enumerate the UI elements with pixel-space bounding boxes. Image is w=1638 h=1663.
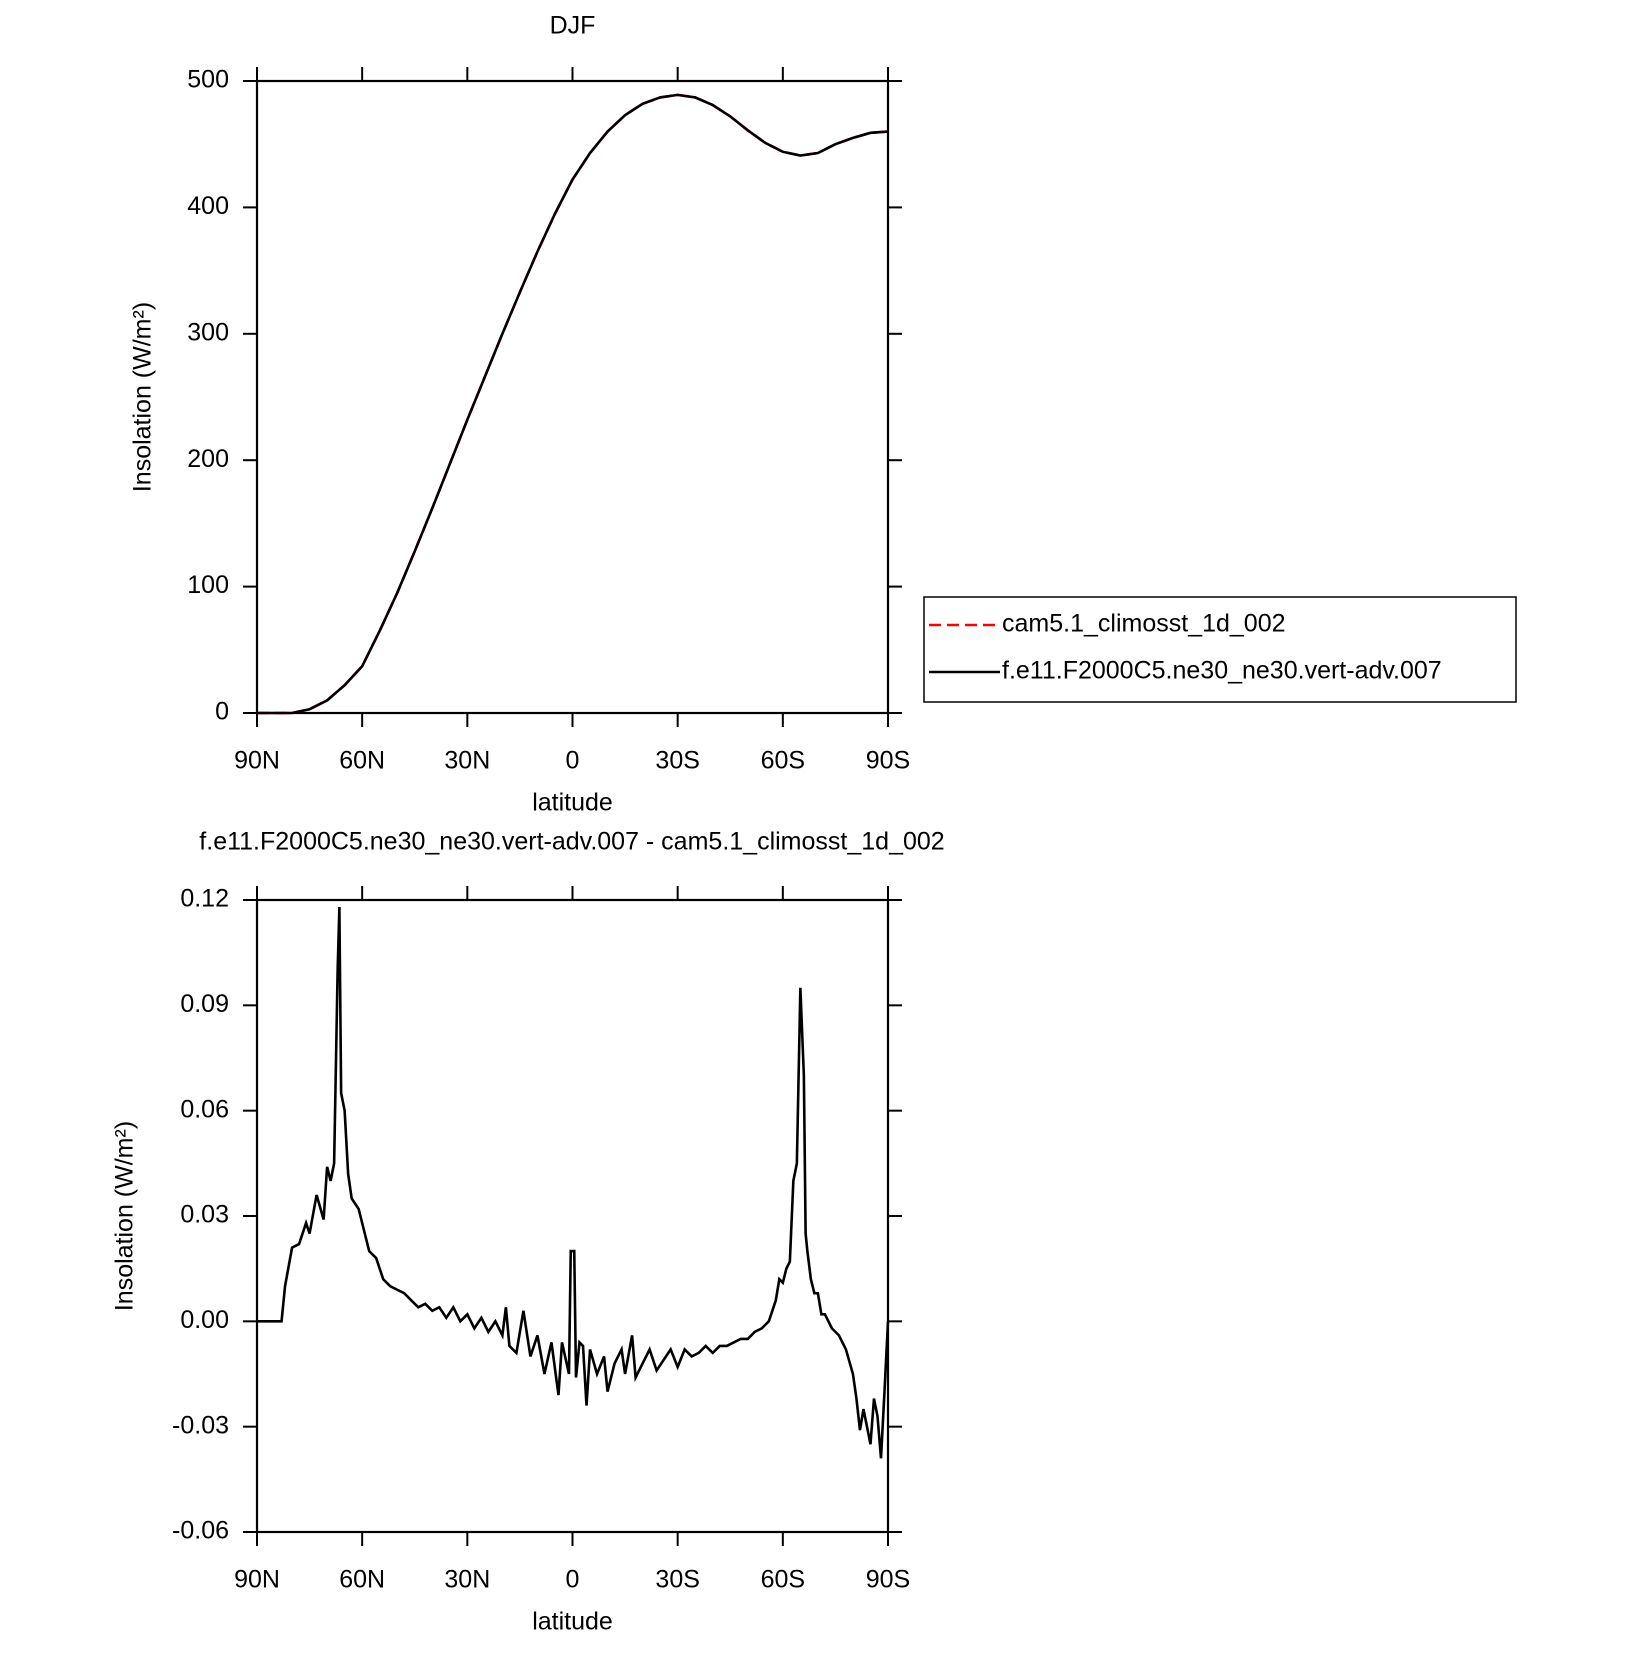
legend-label: cam5.1_climosst_1d_002: [1002, 610, 1286, 638]
chart-title: DJF: [550, 12, 596, 40]
x-tick-label: 0: [566, 1566, 580, 1594]
y-tick-label: 300: [187, 318, 229, 346]
x-tick-label: 60S: [761, 1566, 805, 1594]
data-line: [257, 93, 889, 715]
x-tick-label: 30N: [444, 1566, 490, 1594]
y-tick-label: -0.03: [172, 1411, 229, 1439]
data-line: [257, 906, 890, 1459]
x-tick-label: 90S: [866, 747, 910, 775]
x-tick-label: 0: [566, 747, 580, 775]
x-tick-label: 90N: [234, 1566, 280, 1594]
chart-title: f.e11.F2000C5.ne30_ne30.vert-adv.007 - c…: [199, 828, 944, 856]
x-tick-label: 90N: [234, 747, 280, 775]
x-tick-label: 60N: [339, 1566, 385, 1594]
y-tick-label: 0.03: [180, 1201, 229, 1229]
x-axis-label: latitude: [532, 789, 613, 817]
y-tick-label: 400: [187, 192, 229, 220]
x-tick-label: 30S: [655, 747, 699, 775]
y-tick-label: -0.06: [172, 1517, 229, 1545]
x-tick-label: 60N: [339, 747, 385, 775]
y-tick-label: 0.12: [180, 885, 229, 913]
y-tick-label: 0.09: [180, 990, 229, 1018]
x-tick-label: 90S: [866, 1566, 910, 1594]
plot-frame: [255, 898, 890, 1534]
y-tick-label: 200: [187, 445, 229, 473]
y-tick-label: 100: [187, 571, 229, 599]
x-tick-label: 30S: [655, 1566, 699, 1594]
y-tick-label: 0.06: [180, 1095, 229, 1123]
legend-box: [923, 596, 1517, 703]
y-axis-label: Insolation (W/m²): [111, 1121, 139, 1311]
y-tick-label: 0.00: [180, 1306, 229, 1334]
data-line: [257, 93, 889, 715]
y-tick-label: 500: [187, 66, 229, 94]
y-tick-label: 0: [215, 698, 229, 726]
legend-label: f.e11.F2000C5.ne30_ne30.vert-adv.007: [1002, 657, 1442, 685]
x-tick-label: 60S: [761, 747, 805, 775]
plot-frame: [255, 79, 890, 715]
y-axis-label: Insolation (W/m²): [129, 302, 157, 492]
x-tick-label: 30N: [444, 747, 490, 775]
x-axis-label: latitude: [532, 1608, 613, 1636]
